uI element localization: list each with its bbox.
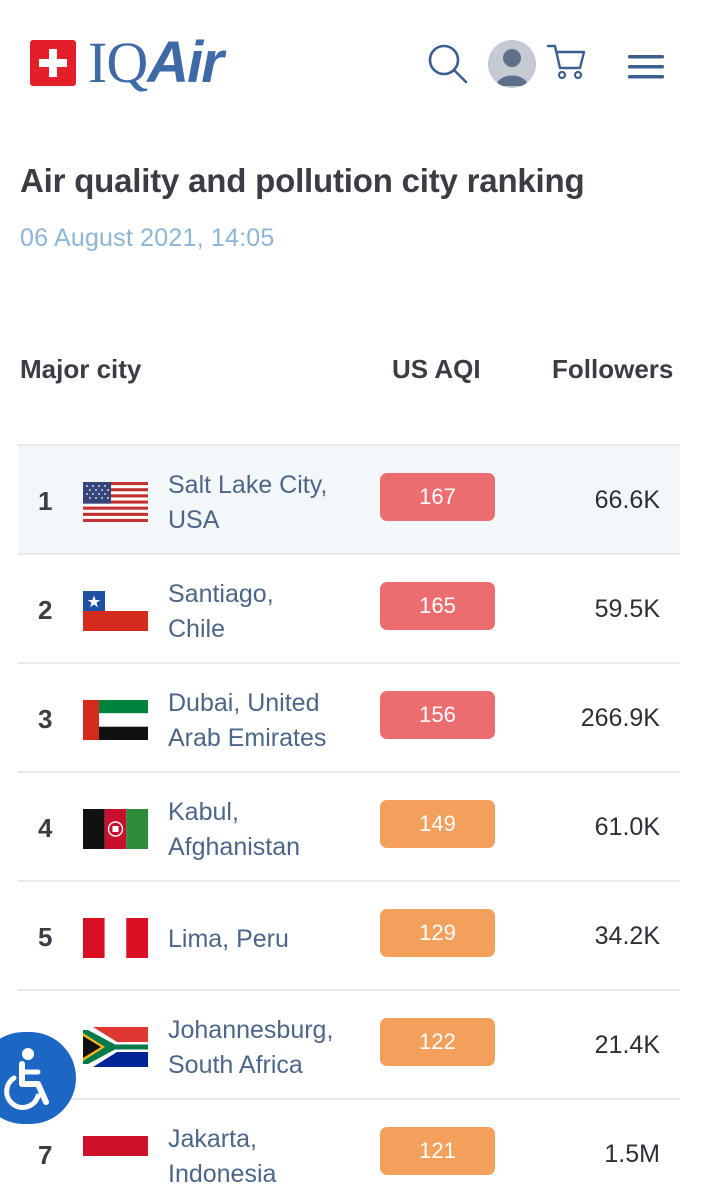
avatar[interactable] (488, 40, 536, 88)
column-header-aqi[interactable]: US AQI (392, 354, 481, 384)
followers-count: 21.4K (594, 1031, 660, 1059)
city-name-line1: Kabul, (168, 798, 239, 826)
ranking-timestamp: 06 August 2021, 14:05 (20, 224, 275, 252)
city-name[interactable]: Salt Lake City, USA (168, 468, 378, 538)
city-name-line2: Chile (168, 615, 225, 643)
afghanistan-flag-icon (83, 809, 148, 849)
followers-count: 59.5K (594, 595, 660, 623)
city-name[interactable]: Johannesburg, South Africa (168, 1013, 378, 1083)
followers-count: 1.5M (604, 1140, 660, 1168)
aqi-badge: 122 (380, 1018, 495, 1066)
city-name-line1: Salt Lake City, (168, 471, 328, 499)
city-name[interactable]: Dubai, United Arab Emirates (168, 686, 378, 756)
rank-number: 7 (38, 1140, 53, 1170)
table-row[interactable]: 3 Dubai, United Arab Emirates 156 266.9K (18, 664, 680, 773)
aqi-badge: 149 (380, 800, 495, 848)
city-name-line1: Dubai, United (168, 689, 320, 717)
followers-count: 61.0K (594, 813, 660, 841)
indonesia-flag-icon (83, 1136, 148, 1176)
city-name-line2: South Africa (168, 1051, 303, 1079)
table-row[interactable]: 2 Santiago, Chile 165 59.5K (18, 555, 680, 664)
south-africa-flag-icon (83, 1027, 148, 1067)
page-title: Air quality and pollution city ranking (20, 162, 585, 199)
city-name-line1: Lima, Peru (168, 925, 289, 953)
city-name[interactable]: Lima, Peru (168, 922, 378, 957)
iqair-logo[interactable]: IQAir (30, 34, 224, 92)
table-row[interactable]: 7 Jakarta, Indonesia 121 1.5M (18, 1100, 680, 1200)
ranking-table: 1 Salt Lake City, USA 167 66.6K (18, 444, 680, 1200)
logo-wordmark: IQAir (88, 34, 224, 92)
city-name[interactable]: Kabul, Afghanistan (168, 795, 378, 865)
table-row[interactable]: 4 Kabul, Afghanistan 149 61.0K (18, 773, 680, 882)
city-name-line1: Johannesburg, (168, 1016, 334, 1044)
city-name-line2: USA (168, 506, 220, 534)
logo-suffix: Air (147, 30, 224, 95)
rank-number: 1 (38, 486, 53, 516)
city-name[interactable]: Santiago, Chile (168, 577, 378, 647)
city-name-line1: Santiago, (168, 580, 274, 608)
aqi-badge: 165 (380, 582, 495, 630)
city-name-line2: Afghanistan (168, 833, 301, 861)
aqi-badge: 121 (380, 1127, 495, 1175)
followers-count: 34.2K (594, 922, 660, 950)
aqi-badge: 129 (380, 909, 495, 957)
aqi-badge: 156 (380, 691, 495, 739)
rank-number: 2 (38, 595, 53, 625)
accessibility-button[interactable] (0, 1032, 76, 1124)
usa-flag-icon (83, 482, 148, 522)
aqi-badge: 167 (380, 473, 495, 521)
table-row[interactable]: 6 Johannesburg,South Africa 122 21.4K (18, 991, 680, 1100)
city-name-line2: Arab Emirates (168, 724, 327, 752)
menu-icon[interactable] (626, 52, 666, 82)
table-row[interactable]: 1 Salt Lake City, USA 167 66.6K (18, 446, 680, 555)
followers-count: 266.9K (580, 704, 660, 732)
rank-number: 4 (38, 813, 53, 843)
cart-icon[interactable] (546, 40, 588, 82)
swiss-cross-icon (30, 40, 76, 86)
accessibility-icon (4, 1048, 49, 1110)
city-name-line1: Jakarta, (168, 1125, 257, 1153)
chile-flag-icon (83, 591, 148, 631)
search-icon[interactable] (426, 42, 470, 86)
table-row[interactable]: 5 Lima, Peru 129 34.2K (18, 882, 680, 991)
rank-number: 5 (38, 922, 53, 952)
rank-number: 3 (38, 704, 53, 734)
site-header: IQAir (0, 0, 708, 130)
logo-prefix: IQ (88, 30, 148, 95)
city-name-line2: Indonesia (168, 1160, 277, 1188)
peru-flag-icon (83, 918, 148, 958)
uae-flag-icon (83, 700, 148, 740)
column-header-followers[interactable]: Followers (552, 354, 674, 384)
followers-count: 66.6K (594, 486, 660, 514)
city-name[interactable]: Jakarta, Indonesia (168, 1122, 378, 1192)
column-header-city[interactable]: Major city (20, 354, 142, 384)
